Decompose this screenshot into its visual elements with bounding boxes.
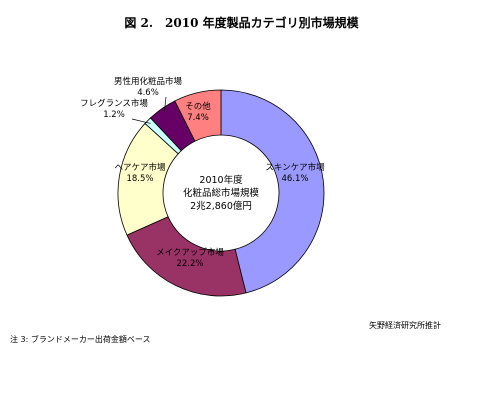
leader-line: [163, 96, 167, 112]
slice-label-value: 22.2%: [176, 259, 203, 269]
slice-label-value: 46.1%: [281, 174, 308, 184]
slice-label-name: 男性用化粧品市場: [114, 76, 183, 87]
center-text-line: 2010年度: [199, 174, 243, 186]
leader-lines: [131, 96, 167, 124]
chart-title: 図 2. 2010 年度製品カテゴリ別市場規模: [124, 16, 359, 30]
slice-label-value: 7.4%: [187, 113, 209, 123]
slice-label-name: その他: [185, 101, 211, 112]
source-credit: 矢野経済研究所推計: [369, 321, 441, 330]
leader-line: [131, 118, 151, 124]
slice-label-name: フレグランス市場: [80, 98, 148, 109]
slice-5: [174, 89, 222, 142]
slice-label-name: ヘアケア市場: [114, 162, 166, 173]
slice-label-name: メイクアップ市場: [156, 247, 224, 258]
center-text-line: 2兆2,860億円: [190, 200, 252, 212]
slice-0: [220, 89, 325, 294]
slice-label-value: 18.5%: [126, 174, 153, 184]
slice-label-value: 1.2%: [103, 110, 125, 120]
donut-slices: [117, 89, 325, 297]
center-text-line: 化粧品総市場規模: [183, 187, 260, 199]
slice-label-value: 4.6%: [137, 88, 159, 98]
footnote: 注 3: ブランドメーカー出荷金額ベース: [10, 335, 151, 344]
slice-label-name: スキンケア市場: [265, 162, 325, 173]
